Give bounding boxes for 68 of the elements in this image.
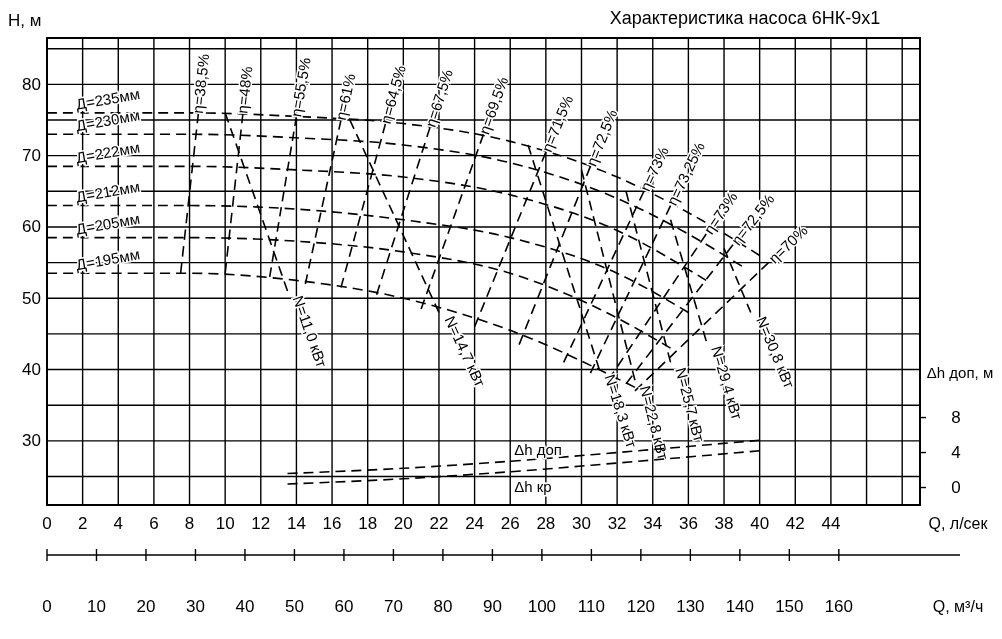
y-tick-label: 50 bbox=[22, 288, 41, 308]
x-tick-label: 10 bbox=[215, 514, 235, 533]
x-tick-label: 34 bbox=[643, 514, 663, 533]
x-tick-label: 18 bbox=[358, 514, 378, 533]
y2-tick-label: 0 bbox=[951, 478, 961, 498]
text: η=67,5% bbox=[421, 67, 456, 130]
y2-axis-title: Δh доп, м bbox=[926, 363, 994, 381]
x2-tick-label: 60 bbox=[334, 597, 354, 616]
x2-tick-label: 120 bbox=[626, 597, 656, 616]
text: Д=235мм bbox=[74, 84, 142, 113]
x-tick-label: 22 bbox=[429, 514, 449, 533]
y-tick-label: 60 bbox=[22, 217, 41, 237]
x2-axis-title: Q, м³/ч bbox=[932, 598, 984, 615]
x-tick-label: 38 bbox=[714, 514, 734, 533]
x-tick-label: 8 bbox=[184, 514, 195, 533]
text: η=38,5% bbox=[188, 53, 213, 115]
x-tick-label: 42 bbox=[785, 514, 805, 533]
x-tick-label: 12 bbox=[251, 514, 271, 533]
x2-tick-label: 130 bbox=[676, 597, 705, 616]
text: Д=212мм bbox=[74, 177, 142, 206]
y-tick-label: 80 bbox=[22, 74, 41, 94]
y2-tick-label: 8 bbox=[951, 408, 961, 428]
text: Д=222мм bbox=[74, 138, 142, 167]
x-tick-label: 6 bbox=[149, 514, 159, 533]
x2-tick-label: 0 bbox=[42, 597, 52, 616]
x-tick-label: 30 bbox=[572, 514, 591, 533]
x2-tick-label: 40 bbox=[235, 597, 255, 616]
x2-tick-label: 150 bbox=[775, 597, 804, 616]
text: Д=195мм bbox=[74, 245, 142, 274]
text: η=48% bbox=[233, 65, 256, 115]
x-tick-label: 2 bbox=[77, 514, 88, 533]
x2-tick-label: 20 bbox=[136, 597, 156, 616]
x-tick-label: 36 bbox=[678, 514, 698, 533]
x-tick-label: 28 bbox=[536, 514, 556, 533]
x-tick-label: 40 bbox=[750, 514, 770, 533]
y2-tick-label: 4 bbox=[951, 443, 961, 463]
y-tick-label: 40 bbox=[22, 360, 41, 380]
x-axis-title: Q, л/сек bbox=[928, 515, 989, 532]
x2-tick-label: 90 bbox=[482, 597, 502, 616]
x-tick-label: 26 bbox=[500, 514, 520, 533]
x2-tick-label: 160 bbox=[824, 597, 854, 616]
text: N=11,0 кВт bbox=[289, 293, 331, 370]
x2-tick-label: 10 bbox=[87, 597, 106, 616]
x-tick-label: 4 bbox=[113, 514, 123, 533]
text: η=55,5% bbox=[287, 56, 314, 118]
x2-tick-label: 110 bbox=[577, 597, 605, 616]
x2-tick-label: 100 bbox=[527, 597, 557, 616]
x-tick-label: 14 bbox=[286, 514, 306, 533]
x2-tick-label: 50 bbox=[284, 597, 304, 616]
y-axis-title: H, м bbox=[8, 11, 42, 30]
chart-title: Характеристика насоса 6НК-9х1 bbox=[609, 8, 881, 28]
y-tick-label: 70 bbox=[22, 146, 41, 166]
x2-tick-label: 30 bbox=[186, 597, 205, 616]
x-tick-label: 16 bbox=[322, 514, 342, 533]
x2-tick-label: 70 bbox=[383, 597, 403, 616]
x2-tick-label: 80 bbox=[433, 597, 453, 616]
x-tick-label: 24 bbox=[465, 514, 485, 533]
x2-tick-label: 140 bbox=[725, 597, 755, 616]
x-tick-label: 44 bbox=[821, 514, 841, 533]
x-tick-label: 0 bbox=[42, 514, 52, 533]
text: Д=205мм bbox=[74, 209, 142, 238]
text: η=64,5% bbox=[376, 63, 409, 126]
x-tick-label: 32 bbox=[607, 514, 627, 533]
x-tick-label: 20 bbox=[393, 514, 413, 533]
text: N=29,4 кВт bbox=[708, 343, 746, 422]
text: η=61% bbox=[331, 72, 359, 122]
text: N=25,7 кВт bbox=[672, 365, 709, 444]
y-tick-label: 30 bbox=[22, 431, 41, 451]
